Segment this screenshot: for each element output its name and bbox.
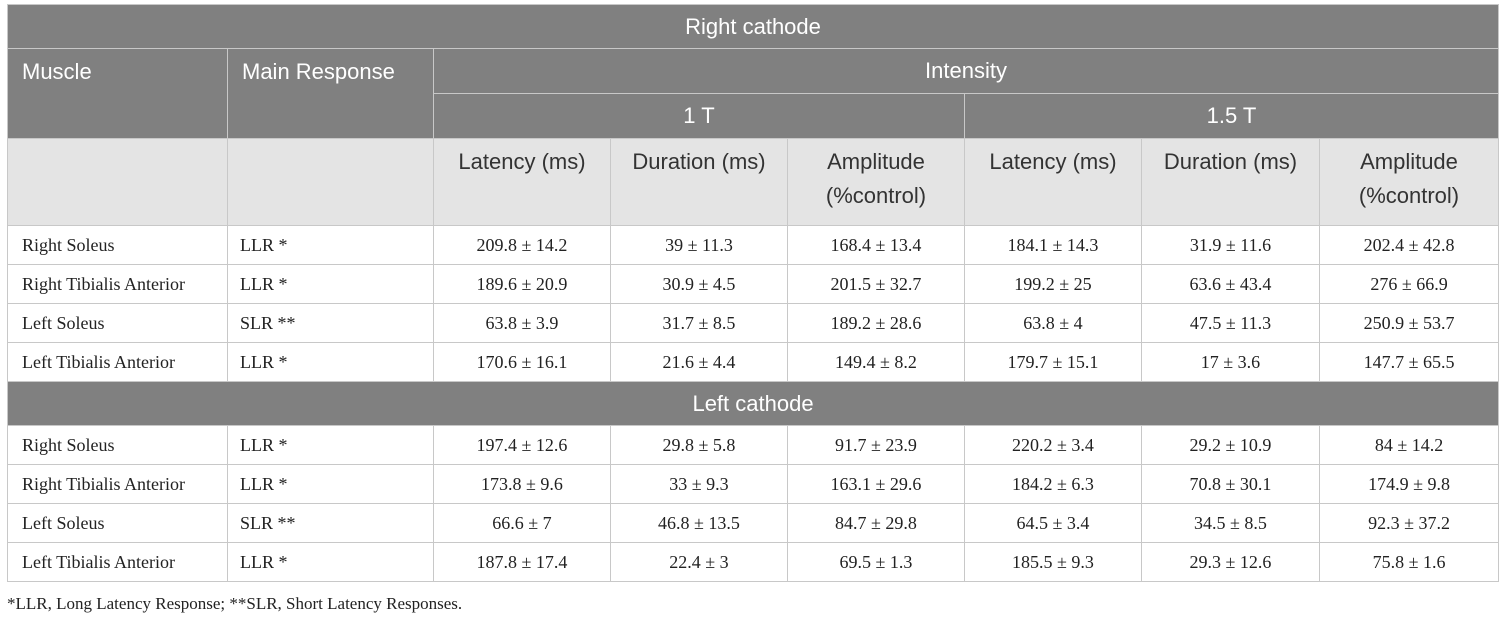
value-cell: 70.8 ± 30.1 <box>1141 464 1320 504</box>
value-cell: 63.8 ± 4 <box>964 303 1142 343</box>
results-table-container: Right cathode Muscle Main Response Inten… <box>6 4 1500 582</box>
subheader-blank-muscle <box>7 138 228 226</box>
results-table: Right cathode Muscle Main Response Inten… <box>6 4 1500 582</box>
response-cell: LLR * <box>227 225 434 265</box>
value-cell: 63.8 ± 3.9 <box>433 303 611 343</box>
header-intensity-1-5t: 1.5 T <box>963 93 1500 139</box>
table-row: Left Soleus SLR ** 63.8 ± 3.9 31.7 ± 8.5… <box>7 303 1500 343</box>
value-cell: 170.6 ± 16.1 <box>433 342 611 382</box>
muscle-cell: Left Soleus <box>7 303 228 343</box>
value-cell: 34.5 ± 8.5 <box>1141 503 1320 543</box>
value-cell: 91.7 ± 23.9 <box>787 425 965 465</box>
table-row: Right Soleus LLR * 209.8 ± 14.2 39 ± 11.… <box>7 225 1500 265</box>
value-cell: 30.9 ± 4.5 <box>610 264 788 304</box>
muscle-cell: Left Tibialis Anterior <box>7 542 228 582</box>
table-row: Left Tibialis Anterior LLR * 170.6 ± 16.… <box>7 342 1500 382</box>
value-cell: 92.3 ± 37.2 <box>1318 503 1500 543</box>
value-cell: 189.2 ± 28.6 <box>787 303 965 343</box>
value-cell: 179.7 ± 15.1 <box>964 342 1142 382</box>
value-cell: 17 ± 3.6 <box>1141 342 1320 382</box>
value-cell: 46.8 ± 13.5 <box>610 503 788 543</box>
value-cell: 84.7 ± 29.8 <box>787 503 965 543</box>
value-cell: 75.8 ± 1.6 <box>1318 542 1500 582</box>
value-cell: 69.5 ± 1.3 <box>787 542 965 582</box>
value-cell: 209.8 ± 14.2 <box>433 225 611 265</box>
value-cell: 29.8 ± 5.8 <box>610 425 788 465</box>
value-cell: 21.6 ± 4.4 <box>610 342 788 382</box>
value-cell: 147.7 ± 65.5 <box>1318 342 1500 382</box>
muscle-cell: Left Soleus <box>7 503 228 543</box>
muscle-cell: Right Tibialis Anterior <box>7 264 228 304</box>
subheader-duration-1t: Duration (ms) <box>610 138 788 226</box>
muscle-cell: Left Tibialis Anterior <box>7 342 228 382</box>
value-cell: 189.6 ± 20.9 <box>433 264 611 304</box>
response-cell: SLR ** <box>227 303 434 343</box>
value-cell: 31.9 ± 11.6 <box>1141 225 1320 265</box>
header-main-response: Main Response <box>227 48 434 139</box>
value-cell: 187.8 ± 17.4 <box>433 542 611 582</box>
subheader-amplitude-1t: Amplitude (%control) <box>787 138 965 226</box>
value-cell: 29.3 ± 12.6 <box>1141 542 1320 582</box>
value-cell: 250.9 ± 53.7 <box>1318 303 1500 343</box>
subheader-row: Latency (ms) Duration (ms) Amplitude (%co… <box>7 138 1500 226</box>
value-cell: 168.4 ± 13.4 <box>787 225 965 265</box>
muscle-cell: Right Soleus <box>7 225 228 265</box>
response-cell: LLR * <box>227 464 434 504</box>
value-cell: 149.4 ± 8.2 <box>787 342 965 382</box>
value-cell: 173.8 ± 9.6 <box>433 464 611 504</box>
subheader-blank-response <box>227 138 434 226</box>
response-cell: SLR ** <box>227 503 434 543</box>
table-row: Right Tibialis Anterior LLR * 189.6 ± 20… <box>7 264 1500 304</box>
section-header-left-cathode: Left cathode <box>6 381 1500 426</box>
table-row: Left Soleus SLR ** 66.6 ± 7 46.8 ± 13.5 … <box>7 503 1500 543</box>
subheader-amplitude-1-5t: Amplitude (%control) <box>1318 138 1500 226</box>
value-cell: 276 ± 66.9 <box>1318 264 1500 304</box>
value-cell: 39 ± 11.3 <box>610 225 788 265</box>
value-cell: 184.1 ± 14.3 <box>964 225 1142 265</box>
value-cell: 220.2 ± 3.4 <box>964 425 1142 465</box>
muscle-cell: Right Soleus <box>7 425 228 465</box>
subheader-duration-1-5t: Duration (ms) <box>1141 138 1320 226</box>
section-title-right-cathode: Right cathode <box>6 4 1500 49</box>
value-cell: 202.4 ± 42.8 <box>1318 225 1500 265</box>
response-cell: LLR * <box>227 425 434 465</box>
value-cell: 84 ± 14.2 <box>1318 425 1500 465</box>
value-cell: 199.2 ± 25 <box>964 264 1142 304</box>
section-header-right-cathode: Right cathode <box>6 4 1500 49</box>
value-cell: 184.2 ± 6.3 <box>964 464 1142 504</box>
header-intensity-1t: 1 T <box>433 93 965 139</box>
value-cell: 201.5 ± 32.7 <box>787 264 965 304</box>
section-title-left-cathode: Left cathode <box>6 381 1500 426</box>
value-cell: 31.7 ± 8.5 <box>610 303 788 343</box>
value-cell: 66.6 ± 7 <box>433 503 611 543</box>
header-muscle: Muscle <box>7 48 228 139</box>
table-footnote: *LLR, Long Latency Response; **SLR, Shor… <box>7 594 463 613</box>
muscle-cell: Right Tibialis Anterior <box>7 464 228 504</box>
value-cell: 197.4 ± 12.6 <box>433 425 611 465</box>
table-row: Left Tibialis Anterior LLR * 187.8 ± 17.… <box>7 542 1500 582</box>
response-cell: LLR * <box>227 342 434 382</box>
value-cell: 33 ± 9.3 <box>610 464 788 504</box>
value-cell: 185.5 ± 9.3 <box>964 542 1142 582</box>
response-cell: LLR * <box>227 264 434 304</box>
response-cell: LLR * <box>227 542 434 582</box>
value-cell: 22.4 ± 3 <box>610 542 788 582</box>
value-cell: 29.2 ± 10.9 <box>1141 425 1320 465</box>
value-cell: 47.5 ± 11.3 <box>1141 303 1320 343</box>
subheader-latency-1t: Latency (ms) <box>433 138 611 226</box>
value-cell: 63.6 ± 43.4 <box>1141 264 1320 304</box>
value-cell: 163.1 ± 29.6 <box>787 464 965 504</box>
table-row: Right Soleus LLR * 197.4 ± 12.6 29.8 ± 5… <box>7 425 1500 465</box>
value-cell: 174.9 ± 9.8 <box>1318 464 1500 504</box>
header-intensity: Intensity <box>432 48 1500 94</box>
value-cell: 64.5 ± 3.4 <box>964 503 1142 543</box>
subheader-latency-1-5t: Latency (ms) <box>964 138 1142 226</box>
table-row: Right Tibialis Anterior LLR * 173.8 ± 9.… <box>7 464 1500 504</box>
